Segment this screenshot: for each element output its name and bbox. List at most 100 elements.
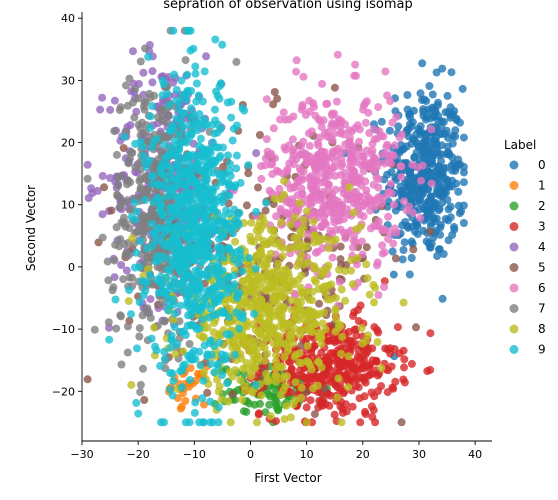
point-label-9: [181, 331, 190, 339]
point-label-9: [134, 409, 143, 418]
point-label-8: [315, 309, 324, 318]
point-label-9: [188, 221, 197, 230]
point-label-9: [209, 311, 218, 320]
point-label-0: [447, 68, 456, 77]
point-label-9: [194, 186, 203, 195]
point-label-6: [355, 192, 364, 201]
point-label-9: [165, 266, 174, 275]
point-label-8: [226, 418, 235, 427]
point-label-6: [397, 162, 406, 171]
point-label-3: [347, 373, 356, 382]
point-label-7: [128, 273, 136, 282]
point-label-0: [405, 109, 414, 118]
point-label-8: [272, 357, 280, 366]
point-label-6: [283, 165, 292, 174]
point-label-0: [432, 188, 441, 197]
point-label-8: [171, 350, 180, 359]
point-label-9: [168, 391, 177, 400]
point-label-0: [413, 230, 422, 238]
point-label-3: [254, 410, 263, 419]
point-label-9: [199, 300, 208, 309]
point-label-6: [378, 150, 387, 159]
point-label-9: [191, 69, 200, 78]
point-label-7: [135, 324, 144, 333]
point-label-0: [405, 167, 414, 176]
point-label-9: [225, 330, 234, 339]
point-label-6: [372, 261, 381, 270]
point-label-8: [270, 194, 279, 203]
point-label-8: [263, 326, 272, 335]
x-tick-label: −20: [127, 448, 150, 461]
point-label-7: [114, 173, 123, 182]
point-label-9: [227, 113, 236, 122]
point-label-5: [330, 83, 339, 92]
point-label-9: [201, 219, 210, 228]
point-label-9: [224, 313, 233, 321]
point-label-3: [359, 364, 368, 373]
point-label-7: [139, 230, 148, 238]
point-label-8: [275, 313, 284, 322]
point-label-0: [439, 250, 448, 258]
point-label-3: [352, 331, 361, 340]
point-label-9: [181, 232, 190, 241]
point-label-9: [207, 304, 216, 313]
point-label-6: [347, 170, 356, 179]
point-label-6: [417, 176, 425, 185]
point-label-8: [286, 413, 295, 422]
point-label-9: [215, 235, 223, 244]
point-label-9: [182, 293, 191, 302]
point-label-6: [315, 133, 324, 142]
point-label-6: [427, 179, 436, 188]
point-label-7: [104, 318, 113, 327]
point-label-3: [324, 359, 333, 368]
point-label-6: [348, 145, 357, 154]
point-label-6: [310, 184, 319, 193]
point-label-9: [142, 162, 151, 171]
point-label-9: [170, 322, 179, 331]
point-label-6: [298, 102, 307, 111]
point-label-6: [416, 214, 425, 223]
point-label-8: [272, 370, 280, 379]
point-label-8: [365, 290, 374, 299]
point-label-4: [129, 47, 137, 56]
point-label-9: [214, 253, 223, 261]
point-label-0: [433, 144, 441, 153]
point-label-0: [380, 175, 389, 184]
point-label-9: [111, 295, 120, 304]
point-label-3: [317, 397, 326, 406]
point-label-6: [341, 120, 349, 129]
point-label-8: [333, 393, 342, 402]
point-label-6: [312, 191, 321, 200]
point-label-3: [391, 377, 400, 386]
point-label-8: [256, 331, 265, 340]
point-label-0: [448, 182, 456, 191]
x-tick-label: 20: [356, 448, 370, 461]
point-label-9: [139, 151, 148, 160]
point-label-9: [179, 223, 188, 232]
point-label-6: [304, 230, 312, 239]
point-label-6: [262, 95, 271, 104]
point-label-0: [397, 141, 406, 150]
point-label-9: [203, 270, 212, 279]
point-label-6: [344, 228, 352, 237]
point-label-0: [411, 185, 420, 194]
point-label-7: [114, 181, 123, 190]
point-label-6: [338, 185, 347, 194]
point-label-6: [405, 202, 414, 211]
point-label-8: [271, 377, 280, 386]
point-label-4: [93, 186, 102, 195]
legend-marker: [509, 222, 519, 231]
point-label-9: [172, 96, 180, 105]
point-label-8: [318, 319, 327, 328]
point-label-6: [282, 197, 291, 206]
point-label-6: [269, 124, 278, 133]
point-label-8: [338, 332, 347, 341]
point-label-9: [204, 207, 213, 216]
point-label-7: [136, 380, 145, 389]
point-label-8: [272, 351, 281, 360]
point-label-8: [254, 297, 263, 305]
point-label-9: [159, 80, 168, 89]
point-label-7: [103, 257, 112, 266]
point-label-8: [260, 356, 269, 365]
point-label-7: [116, 103, 125, 112]
